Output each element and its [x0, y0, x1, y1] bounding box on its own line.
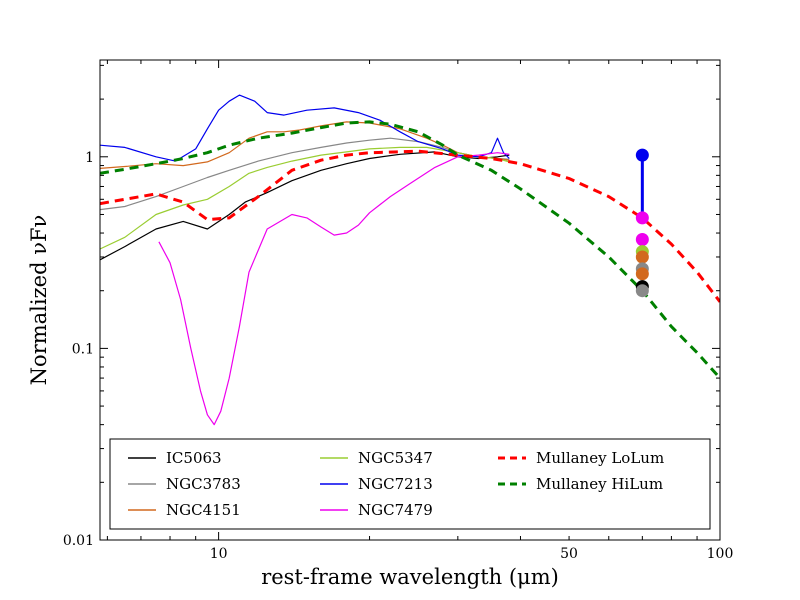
legend-box [109, 438, 711, 530]
x-tick-label: 50 [560, 546, 578, 562]
legend-label: NGC5347 [358, 449, 433, 467]
legend: IC5063 NGC3783 NGC4151 NGC5347 NGC7213 NGC747… [109, 438, 711, 530]
photometry-layer [635, 148, 649, 298]
legend-label: NGC7479 [358, 501, 433, 519]
photometry-point-ngc7479 [635, 211, 649, 225]
legend-label: IC5063 [166, 449, 222, 467]
photometry-point-ngc3783 [635, 284, 649, 298]
photometry-point-ngc7213 [635, 148, 649, 162]
x-tick-label: 10 [210, 546, 228, 562]
legend-label: NGC7213 [358, 475, 433, 493]
series-line-ngc5347 [100, 146, 510, 250]
tick-labels: 10 50 100 0.01 0.1 1 [63, 150, 734, 562]
y-tick-label: 1 [85, 150, 94, 166]
axis-ticks [100, 60, 721, 541]
y-tick-label: 0.01 [63, 533, 94, 549]
legend-label: NGC3783 [166, 475, 241, 493]
y-axis-label: Normalized νFν [27, 215, 51, 386]
legend-label: Mullaney HiLum [536, 475, 663, 493]
legend-label: Mullaney LoLum [536, 449, 664, 467]
y-tick-label: 0.1 [72, 341, 94, 357]
x-tick-label: 100 [707, 546, 734, 562]
series-line-ngc4151 [100, 121, 510, 169]
legend-label: NGC4151 [166, 501, 241, 519]
photometry-point-ngc4151 [635, 267, 649, 281]
photometry-point-ngc4151 [635, 250, 649, 264]
plot-frame [99, 59, 721, 541]
series-line-mullaney-lolum [100, 149, 720, 303]
photometry-point-ngc7479 [635, 233, 649, 247]
x-axis-label: rest-frame wavelength (μm) [261, 565, 559, 589]
series-layer [100, 94, 720, 426]
series-line-ngc7479 [158, 152, 510, 426]
